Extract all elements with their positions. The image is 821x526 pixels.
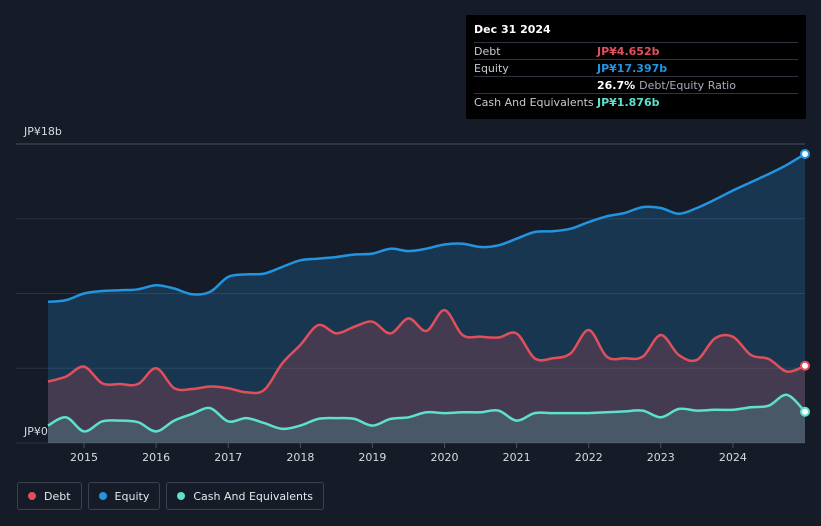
legend-dot-cash-icon — [177, 492, 186, 500]
x-tick-label: 2024 — [719, 451, 747, 464]
series-areas — [48, 154, 805, 443]
x-tick-label: 2020 — [431, 451, 459, 464]
legend-label-cash: Cash And Equivalents — [193, 489, 313, 503]
legend-label-debt: Debt — [44, 489, 71, 503]
tooltip-cash-value: JP¥1.876b — [597, 95, 660, 109]
tooltip-debt-value: JP¥4.652b — [597, 44, 660, 58]
tooltip-date: Dec 31 2024 — [474, 23, 551, 36]
y-axis-top-label: JP¥18b — [23, 125, 62, 138]
y-axis-bottom-label: JP¥0 — [23, 425, 48, 438]
tooltip-panel: Dec 31 2024 Debt JP¥4.652b Equity JP¥17.… — [466, 15, 806, 119]
line-debt — [47, 308, 806, 395]
end-dot-cash-and-equivalents — [800, 406, 810, 417]
x-tick-label: 2017 — [214, 451, 242, 464]
line-equity — [47, 152, 806, 304]
legend-item-equity[interactable]: Equity — [87, 482, 161, 510]
series-end-dots — [800, 148, 810, 417]
x-tick-label: 2019 — [358, 451, 386, 464]
tooltip-ratio-label: Debt/Equity Ratio — [639, 78, 736, 92]
tooltip-debt-label: Debt — [474, 44, 501, 58]
x-tick-label: 2023 — [647, 451, 675, 464]
tooltip-cash-label: Cash And Equivalents — [474, 95, 594, 109]
tooltip-row-debt: Debt JP¥4.652b — [474, 42, 798, 59]
x-tick-label: 2015 — [70, 451, 98, 464]
line-cash-and-equivalents — [47, 393, 806, 433]
tooltip-equity-value: JP¥17.397b — [597, 61, 668, 75]
legend-item-cash[interactable]: Cash And Equivalents — [166, 482, 324, 510]
area-equity — [48, 154, 805, 443]
x-axis-ticks: 2015 2016 2017 2018 2019 2020 2021 2022 2023 2024 — [70, 443, 747, 464]
legend-item-debt[interactable]: Debt — [17, 482, 82, 510]
tooltip-ratio-value: 26.7% — [597, 78, 636, 92]
legend-dot-equity-icon — [98, 492, 107, 500]
tooltip-row-equity: Equity JP¥17.397b — [474, 59, 798, 76]
tooltip-row-ratio: 26.7% Debt/Equity Ratio — [474, 76, 798, 93]
area-cash-and-equivalents — [48, 394, 805, 443]
end-dot-equity — [800, 148, 810, 159]
x-tick-label: 2021 — [503, 451, 531, 464]
area-debt — [48, 310, 805, 443]
tooltip-row-cash: Cash And Equivalents JP¥1.876b — [474, 93, 798, 110]
legend-dot-debt-icon — [28, 492, 36, 500]
end-dot-debt — [800, 360, 810, 371]
legend-label-equity: Equity — [114, 489, 150, 503]
series-lines — [47, 152, 806, 433]
x-tick-label: 2016 — [142, 451, 170, 464]
x-tick-label: 2022 — [575, 451, 603, 464]
tooltip-equity-label: Equity — [474, 61, 509, 75]
x-tick-label: 2018 — [286, 451, 314, 464]
legend: Debt Equity Cash And Equivalents — [17, 482, 324, 510]
grid — [16, 143, 805, 444]
